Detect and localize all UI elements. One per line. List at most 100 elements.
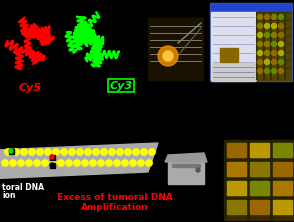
Bar	[273, 181, 292, 195]
Bar	[250, 143, 269, 157]
Circle shape	[117, 149, 123, 155]
Text: toral DNA: toral DNA	[2, 183, 44, 192]
Bar	[172, 164, 200, 167]
Circle shape	[271, 32, 276, 38]
Bar	[250, 162, 269, 176]
Polygon shape	[165, 153, 207, 162]
Circle shape	[77, 149, 83, 155]
Circle shape	[74, 160, 80, 166]
Bar	[220, 48, 238, 62]
Circle shape	[278, 32, 283, 38]
Circle shape	[37, 149, 43, 155]
Circle shape	[106, 160, 112, 166]
Bar	[227, 200, 246, 214]
Circle shape	[133, 149, 139, 155]
Circle shape	[26, 160, 32, 166]
Text: Cy3: Cy3	[109, 81, 133, 91]
Circle shape	[50, 163, 54, 167]
Bar	[50, 163, 55, 168]
Bar	[257, 12, 291, 80]
Bar	[211, 12, 256, 80]
Circle shape	[278, 69, 283, 73]
Circle shape	[45, 149, 51, 155]
Circle shape	[13, 149, 19, 155]
Circle shape	[5, 149, 11, 155]
Circle shape	[50, 160, 56, 166]
Circle shape	[42, 160, 48, 166]
Circle shape	[18, 160, 24, 166]
Bar	[108, 79, 134, 92]
Circle shape	[196, 168, 200, 172]
Circle shape	[271, 24, 276, 28]
Bar	[224, 140, 294, 220]
Circle shape	[258, 42, 263, 46]
Bar	[250, 200, 269, 214]
Circle shape	[34, 160, 40, 166]
Circle shape	[271, 14, 276, 20]
Circle shape	[278, 14, 283, 20]
Circle shape	[2, 160, 8, 166]
Circle shape	[61, 149, 67, 155]
Circle shape	[93, 149, 99, 155]
Text: Cy5: Cy5	[19, 83, 41, 93]
Circle shape	[50, 155, 54, 159]
Circle shape	[278, 59, 283, 65]
Circle shape	[82, 160, 88, 166]
Circle shape	[265, 24, 270, 28]
Bar	[148, 18, 203, 80]
Circle shape	[271, 50, 276, 56]
Bar	[250, 181, 269, 195]
Bar	[273, 143, 292, 157]
Circle shape	[29, 149, 35, 155]
Circle shape	[122, 160, 128, 166]
Bar	[227, 143, 246, 157]
Bar	[50, 155, 55, 160]
Bar	[273, 200, 292, 214]
Bar	[211, 4, 291, 12]
Bar	[168, 162, 204, 184]
Circle shape	[163, 51, 173, 61]
Circle shape	[265, 69, 270, 73]
Text: Amplification: Amplification	[81, 202, 149, 212]
Circle shape	[265, 32, 270, 38]
Circle shape	[258, 14, 263, 20]
Circle shape	[265, 59, 270, 65]
Circle shape	[98, 160, 104, 166]
Bar	[227, 181, 246, 195]
Circle shape	[258, 24, 263, 28]
Circle shape	[109, 149, 115, 155]
Circle shape	[271, 42, 276, 46]
Polygon shape	[0, 143, 158, 179]
Circle shape	[278, 42, 283, 46]
Circle shape	[271, 69, 276, 73]
Circle shape	[278, 50, 283, 56]
Circle shape	[258, 50, 263, 56]
Text: ion: ion	[2, 191, 16, 200]
Circle shape	[53, 149, 59, 155]
Circle shape	[258, 59, 263, 65]
Circle shape	[58, 160, 64, 166]
Circle shape	[138, 160, 144, 166]
Circle shape	[271, 59, 276, 65]
Bar	[212, 63, 255, 81]
Bar	[273, 162, 292, 176]
Circle shape	[66, 160, 72, 166]
Bar	[9, 149, 14, 154]
Circle shape	[141, 149, 147, 155]
Circle shape	[114, 160, 120, 166]
Circle shape	[149, 149, 155, 155]
Circle shape	[9, 149, 13, 153]
Circle shape	[146, 160, 152, 166]
Circle shape	[101, 149, 107, 155]
Text: Excess of tumoral DNA: Excess of tumoral DNA	[57, 192, 173, 202]
Circle shape	[21, 149, 27, 155]
Circle shape	[90, 160, 96, 166]
Circle shape	[258, 69, 263, 73]
Circle shape	[158, 46, 178, 66]
Bar	[227, 162, 246, 176]
Circle shape	[278, 24, 283, 28]
Circle shape	[10, 160, 16, 166]
Circle shape	[265, 14, 270, 20]
Bar	[210, 3, 292, 81]
Circle shape	[69, 149, 75, 155]
